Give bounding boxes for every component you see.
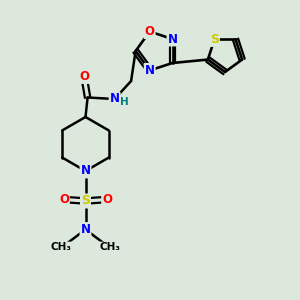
Text: N: N	[80, 223, 91, 236]
Text: N: N	[145, 64, 155, 77]
Text: O: O	[59, 193, 69, 206]
Text: N: N	[167, 32, 178, 46]
Text: CH₃: CH₃	[99, 242, 120, 253]
Text: S: S	[210, 33, 219, 46]
Text: N: N	[80, 164, 91, 178]
Text: H: H	[120, 97, 129, 107]
Text: O: O	[79, 70, 89, 83]
Text: CH₃: CH₃	[51, 242, 72, 253]
Text: S: S	[81, 194, 90, 208]
Text: O: O	[102, 193, 112, 206]
Text: N: N	[110, 92, 120, 106]
Text: O: O	[145, 25, 155, 38]
